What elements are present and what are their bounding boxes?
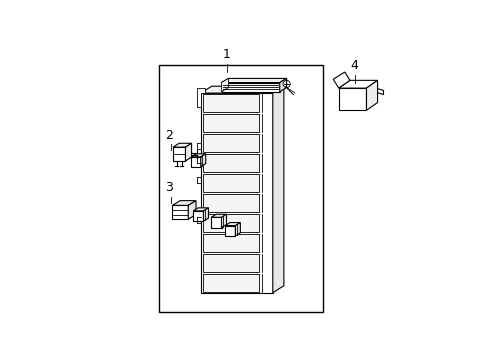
Polygon shape: [200, 154, 205, 167]
Text: 4: 4: [350, 59, 358, 72]
Bar: [224, 226, 235, 236]
Bar: [173, 147, 185, 161]
Polygon shape: [203, 208, 208, 221]
Polygon shape: [197, 87, 204, 107]
Bar: [338, 88, 366, 110]
Bar: [172, 205, 188, 219]
Bar: [193, 211, 203, 221]
Bar: [211, 217, 221, 228]
Bar: [203, 194, 259, 212]
Polygon shape: [200, 86, 284, 93]
Polygon shape: [332, 72, 349, 88]
Bar: [203, 174, 259, 192]
Polygon shape: [366, 80, 377, 110]
Bar: [203, 253, 259, 272]
Polygon shape: [173, 143, 191, 147]
Bar: [203, 154, 259, 172]
Bar: [203, 214, 259, 232]
Polygon shape: [224, 222, 240, 226]
Bar: [203, 134, 259, 152]
Polygon shape: [221, 78, 228, 92]
Text: 2: 2: [164, 129, 172, 141]
Bar: [200, 93, 272, 293]
Bar: [203, 234, 259, 252]
Polygon shape: [272, 86, 284, 293]
Polygon shape: [191, 154, 205, 157]
Bar: [159, 66, 322, 312]
Polygon shape: [172, 201, 196, 205]
Polygon shape: [338, 80, 377, 88]
Polygon shape: [185, 143, 191, 161]
Polygon shape: [221, 78, 286, 82]
Bar: [203, 274, 259, 292]
Text: 3: 3: [164, 181, 172, 194]
Polygon shape: [235, 222, 240, 236]
Bar: [221, 82, 279, 92]
Polygon shape: [211, 214, 226, 217]
Polygon shape: [193, 208, 208, 211]
Text: 1: 1: [223, 48, 230, 61]
Bar: [191, 157, 200, 167]
Polygon shape: [221, 214, 226, 228]
Polygon shape: [188, 201, 196, 219]
Bar: [203, 114, 259, 132]
Polygon shape: [279, 78, 286, 92]
Bar: [203, 94, 259, 112]
